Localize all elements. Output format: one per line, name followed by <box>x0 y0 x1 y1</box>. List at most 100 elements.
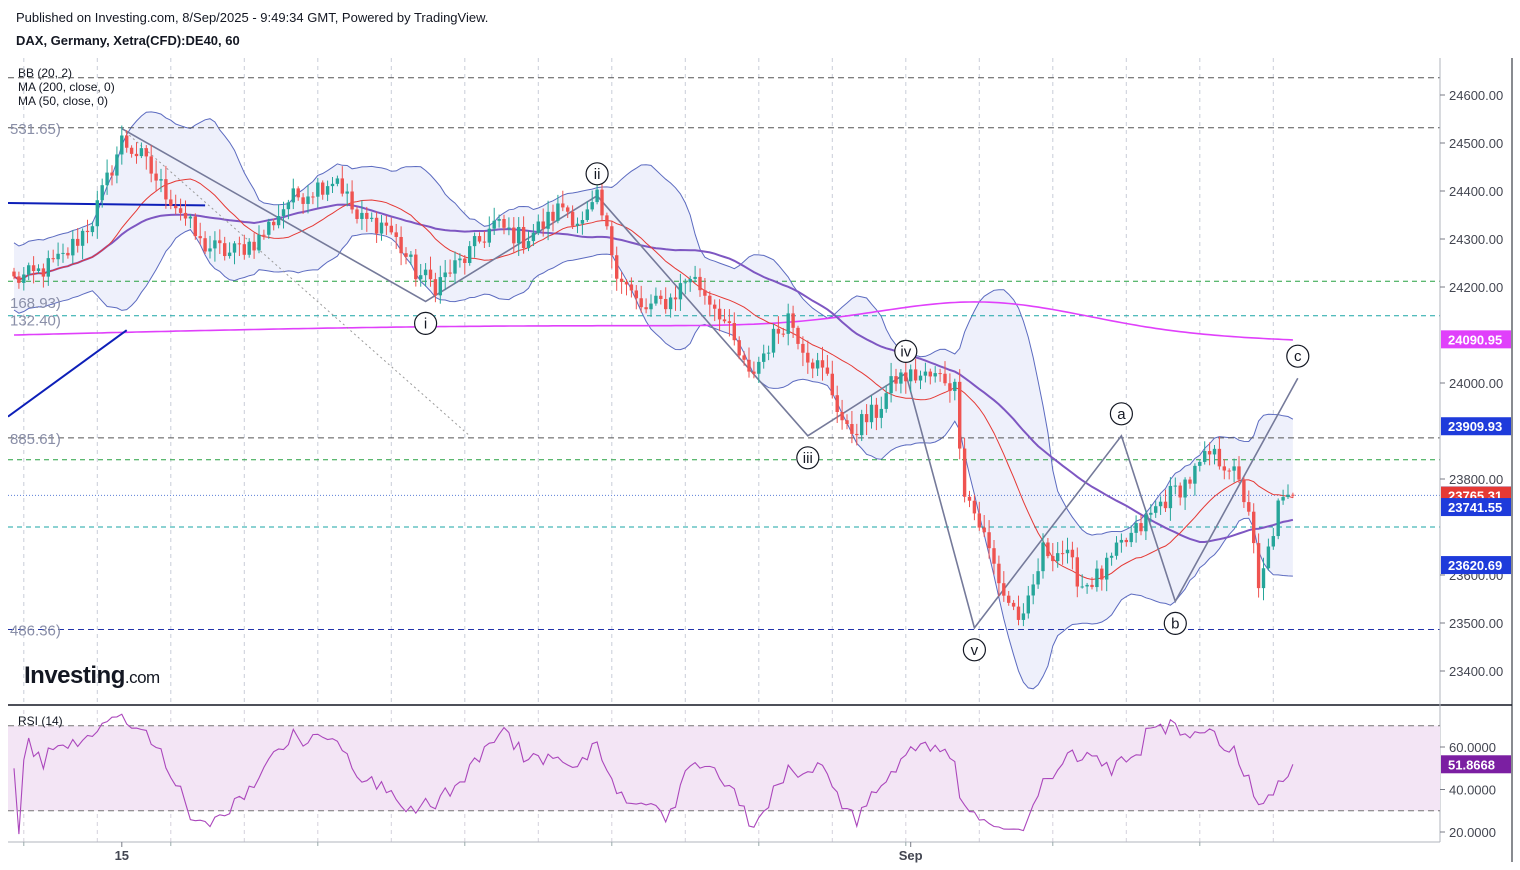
candle <box>654 287 658 306</box>
candle-body <box>786 313 790 334</box>
candle-body <box>374 217 379 234</box>
candle-body <box>12 271 16 277</box>
candle <box>556 194 560 224</box>
candle <box>325 180 330 202</box>
candle <box>664 287 668 314</box>
candle-body <box>678 283 683 300</box>
candle <box>1217 436 1222 470</box>
candle-body <box>923 371 928 376</box>
candle-body <box>1198 461 1202 466</box>
candle <box>1178 482 1182 506</box>
candle <box>365 206 369 232</box>
candle-body <box>502 218 506 228</box>
candle-body <box>384 222 389 226</box>
candle-body <box>835 395 839 413</box>
candle <box>913 358 918 384</box>
candle <box>566 205 570 219</box>
candle <box>1198 459 1202 472</box>
candle-body <box>350 191 354 210</box>
wave-label-b: b <box>1163 611 1187 636</box>
candle <box>923 362 928 383</box>
candle <box>869 395 874 429</box>
candle-body <box>654 295 658 304</box>
candle-body <box>610 226 614 256</box>
candle-body <box>360 212 364 219</box>
candle <box>997 555 1001 597</box>
candle-body <box>31 265 36 272</box>
candle <box>855 423 859 446</box>
candle-body <box>100 185 104 201</box>
candle-body <box>1266 546 1271 569</box>
candle <box>149 145 153 183</box>
candle-body <box>330 183 335 187</box>
candle <box>1065 537 1070 564</box>
indicator-ma50[interactable]: MA (50, close, 0) <box>18 94 109 108</box>
candle <box>169 189 173 210</box>
candle <box>619 271 624 294</box>
candle <box>27 262 31 281</box>
candle-body <box>747 359 751 372</box>
candle-body <box>762 353 766 362</box>
candle <box>742 351 746 366</box>
candle-body <box>982 527 986 533</box>
candle-body <box>703 290 707 296</box>
candle-body <box>742 355 746 360</box>
symbol-title: DAX, Germany, Xetra(CFD):DE40, 60 <box>16 33 240 48</box>
ma50-line <box>13 203 1294 543</box>
candle <box>1109 552 1114 566</box>
candle-body <box>1217 448 1222 467</box>
candle-body <box>71 238 75 256</box>
candle-body <box>443 272 447 278</box>
indicator-ma200[interactable]: MA (200, close, 0) <box>18 80 115 94</box>
candle-body <box>232 243 237 253</box>
candle <box>561 190 565 212</box>
candle <box>453 251 457 284</box>
candle <box>242 234 246 260</box>
ma200-line <box>13 301 1293 341</box>
candle <box>771 323 776 358</box>
candle <box>546 200 550 241</box>
candle <box>943 361 947 386</box>
candle-body <box>1002 583 1006 596</box>
wave-text: v <box>971 642 979 659</box>
fib-label: 132.40) <box>10 312 61 329</box>
candle <box>1149 504 1153 523</box>
blue-trendline <box>8 329 128 418</box>
candle-body <box>840 412 844 421</box>
candle-body <box>218 240 222 244</box>
candle <box>521 216 526 254</box>
candle <box>757 356 761 383</box>
candle <box>541 208 545 237</box>
candle <box>526 230 531 252</box>
candle-body <box>227 252 232 257</box>
candle <box>272 218 276 231</box>
indicator-bb[interactable]: BB (20, 2) <box>18 66 73 80</box>
candle <box>448 259 452 277</box>
candle <box>659 290 663 305</box>
wave-circle <box>796 446 820 470</box>
candle <box>615 246 619 291</box>
candle-body <box>423 269 428 276</box>
wave-label-iv: iv <box>894 339 918 363</box>
y-tick-label: 24500.00 <box>1449 136 1503 151</box>
candle-body <box>850 424 854 434</box>
candle-body <box>536 221 540 233</box>
candle-body <box>1173 485 1177 487</box>
candle-body <box>428 269 433 280</box>
candle-body <box>370 217 374 219</box>
y-tick-label: 24300.00 <box>1449 232 1503 247</box>
candle <box>1021 603 1026 627</box>
candle <box>948 373 952 403</box>
candle-body <box>967 496 972 501</box>
candle <box>1075 547 1079 598</box>
candle <box>267 218 271 239</box>
candle <box>570 205 575 230</box>
published-note: Published on Investing.com, 8/Sep/2025 -… <box>16 10 489 25</box>
candle <box>497 214 501 228</box>
candle <box>1261 557 1266 601</box>
candle <box>806 340 810 374</box>
candle-body <box>546 211 550 229</box>
candle <box>1266 538 1271 571</box>
candle <box>409 251 413 266</box>
